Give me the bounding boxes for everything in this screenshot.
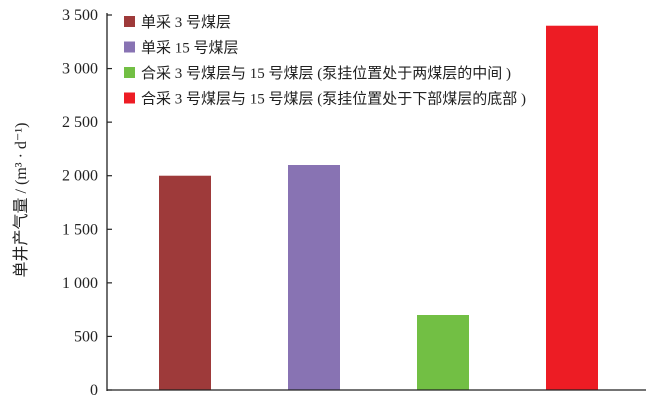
y-tick-label: 3 500 (62, 7, 98, 24)
y-tick-label: 3 000 (62, 61, 98, 78)
y-tick-label: 1 500 (62, 221, 98, 238)
bar-4 (546, 25, 598, 390)
y-tick-label: 2 000 (62, 168, 98, 185)
legend-label: 单采 15 号煤层 (141, 40, 239, 57)
y-tick-label: 1 000 (62, 275, 98, 292)
bar-2 (288, 165, 340, 390)
legend-swatch (124, 67, 135, 78)
legend-label: 合采 3 号煤层与 15 号煤层 (泵挂位置处于下部煤层的底部 ) (141, 91, 526, 108)
legend-swatch (124, 92, 135, 104)
legend-label: 单采 3 号煤层 (141, 14, 231, 31)
legend-label: 合采 3 号煤层与 15 号煤层 (泵挂位置处于两煤层的中间 ) (141, 65, 511, 82)
y-tick-label: 2 500 (62, 114, 98, 131)
bar-1 (159, 175, 211, 390)
bar-3 (417, 315, 469, 390)
y-tick-label: 500 (74, 328, 98, 345)
legend-swatch (124, 41, 135, 53)
legend-swatch (124, 16, 135, 27)
y-tick-label: 0 (90, 382, 98, 399)
y-axis-label: 单井产气量 / (m³ · d⁻¹) (12, 123, 30, 278)
